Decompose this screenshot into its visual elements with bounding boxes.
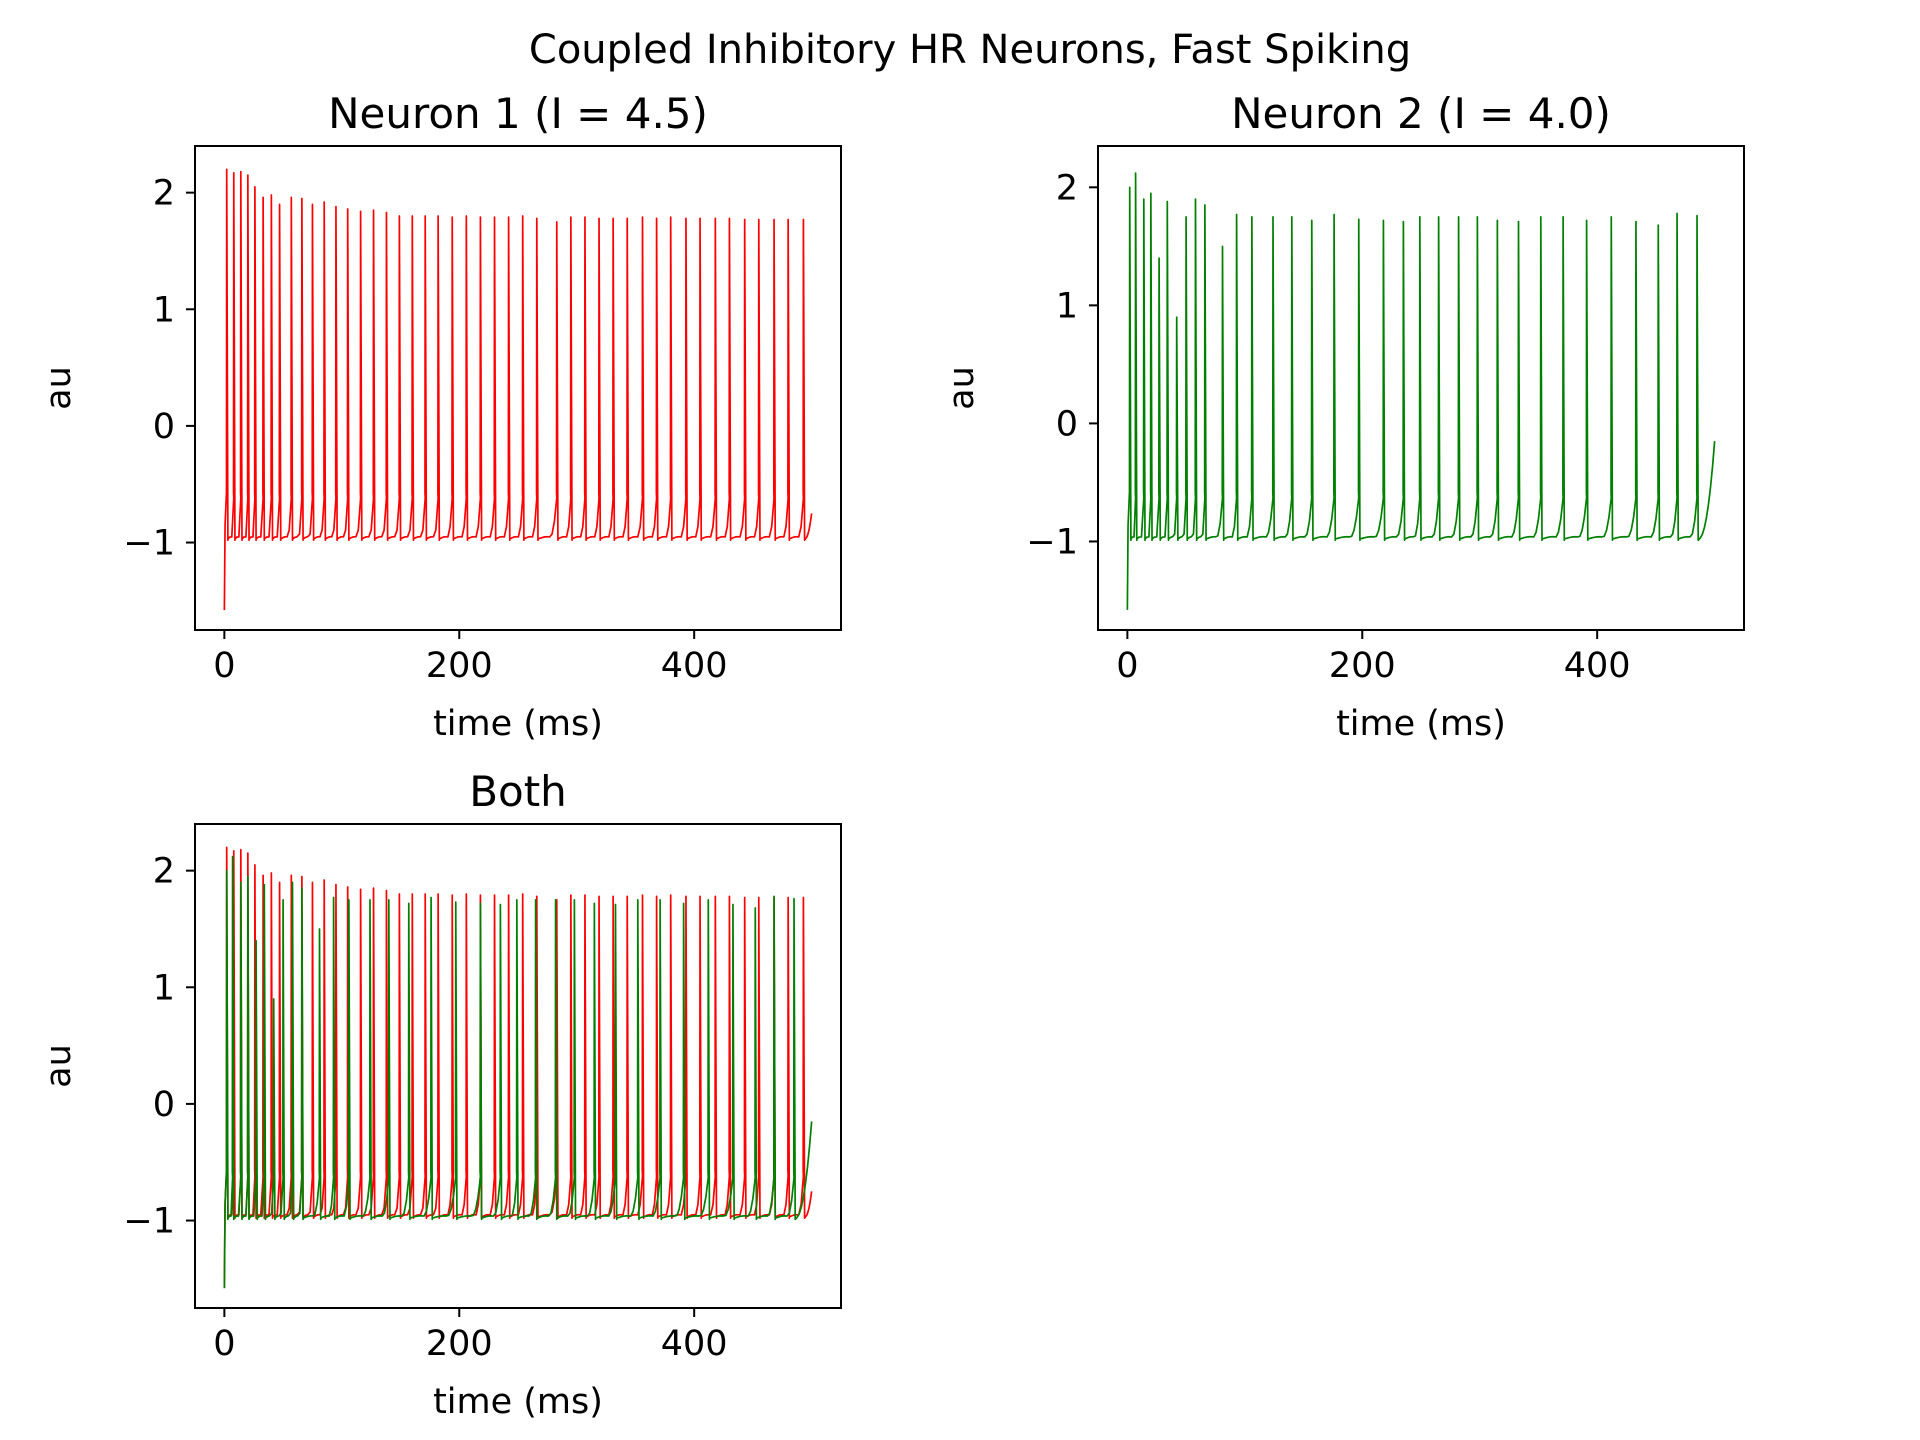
y-axis-label: au [39,1044,79,1088]
x-tick-label: 400 [661,646,728,686]
x-tick-label: 200 [426,1324,493,1364]
y-tick-label: −1 [1026,522,1078,562]
y-tick-label: 2 [153,852,175,892]
x-tick-label: 400 [1564,646,1631,686]
x-tick-label: 0 [1116,646,1138,686]
subplot-title: Neuron 2 (I = 4.0) [1231,89,1611,138]
subplot-title: Neuron 1 (I = 4.5) [328,89,708,138]
x-tick-label: 200 [1329,646,1396,686]
y-tick-label: −1 [123,524,175,564]
subplot-2: 0 200 400 2 1 0 −1 Neuron 2 (I = 4.0) time (ms) a… [942,89,1745,744]
y-tick-label: 2 [1056,168,1078,208]
subplot-title: Both [469,767,567,816]
y-tick-label: 0 [153,1085,175,1125]
y-tick-label: −1 [123,1202,175,1242]
series-group [223,168,813,611]
y-axis-label: au [39,366,79,410]
series-line-1 [1126,172,1716,610]
y-tick-label: 2 [153,174,175,214]
y-tick-label: 1 [1056,286,1078,326]
x-axis-label: time (ms) [433,1382,603,1422]
y-tick-label: 1 [153,290,175,330]
x-tick-label: 0 [213,1324,235,1364]
x-tick-label: 0 [213,646,235,686]
x-tick-label: 200 [426,646,493,686]
axes-frame [194,823,842,1309]
axes-frame [1097,145,1745,631]
y-tick-label: 1 [153,968,175,1008]
x-axis-label: time (ms) [433,704,603,744]
figure-suptitle: Coupled Inhibitory HR Neurons, Fast Spik… [529,27,1411,73]
series-line-1 [223,168,813,611]
x-axis-label: time (ms) [1336,704,1506,744]
subplot-3: 0 200 400 2 1 0 −1 Both time (ms) au [39,767,842,1422]
series-group [1126,172,1716,610]
series-group [223,846,813,1289]
y-tick-label: 0 [153,407,175,447]
y-tick-label: 0 [1056,404,1078,444]
y-axis-label: au [942,366,982,410]
subplot-1: 0 200 400 2 1 0 −1 Neuron 1 (I = 4.5) time (ms) a… [39,89,842,744]
series-line-2 [223,855,813,1289]
x-tick-label: 400 [661,1324,728,1364]
axes-frame [194,145,842,631]
